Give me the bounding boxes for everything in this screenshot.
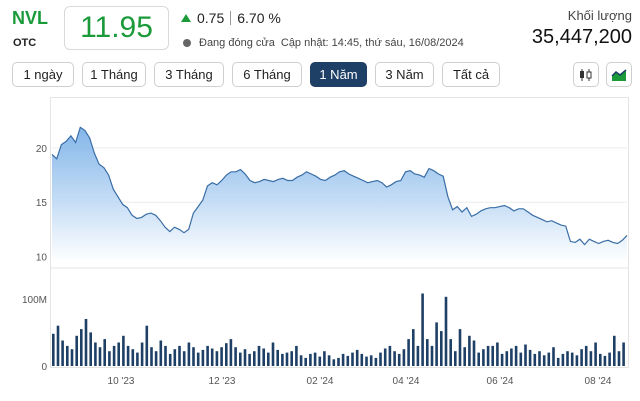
candlestick-icon — [580, 68, 592, 81]
change-value: 0.75 — [197, 10, 225, 26]
ticker-symbol: NVL — [12, 8, 48, 28]
volume-axis-label: 100M — [22, 295, 47, 306]
range-3-year-button[interactable]: 3 Năm — [375, 62, 434, 87]
range-all-button[interactable]: Tất cả — [442, 62, 500, 87]
updated-timestamp: Cập nhật: 14:45, thứ sáu, 16/08/2024 — [280, 37, 464, 49]
divider — [230, 11, 232, 25]
volume-label: Khối lượng — [567, 8, 632, 23]
price-change: 0.75 6.70 % — [181, 10, 281, 26]
range-1-month-button[interactable]: 1 Tháng — [82, 62, 146, 87]
price-axis-label: 15 — [36, 198, 48, 209]
market-status: Đang đóng cửa Cập nhật: 14:45, thứ sáu, … — [183, 37, 464, 49]
range-selector: 1 ngày 1 Tháng 3 Tháng 6 Tháng 1 Năm 3 N… — [12, 62, 500, 87]
range-3-month-button[interactable]: 3 Tháng — [154, 62, 224, 87]
range-6-month-button[interactable]: 6 Tháng — [232, 62, 302, 87]
range-1-day-button[interactable]: 1 ngày — [12, 62, 74, 87]
date-axis-label: 12 '23 — [209, 376, 236, 387]
date-axis-label: 08 '24 — [585, 376, 612, 387]
range-1-year-button[interactable]: 1 Năm — [310, 62, 367, 87]
status-dot-icon — [183, 39, 191, 47]
chart-frame — [50, 97, 629, 368]
triangle-up-icon — [181, 14, 191, 22]
price-axis-label: 10 — [36, 253, 48, 264]
volume-value: 35,447,200 — [531, 26, 632, 48]
price-axis-label: 20 — [36, 144, 48, 155]
change-percent: 6.70 % — [237, 10, 281, 26]
date-axis-label: 06 '24 — [487, 376, 514, 387]
area-chart-button[interactable] — [606, 62, 632, 87]
date-axis-label: 10 '23 — [108, 376, 135, 387]
status-text: Đang đóng cửa — [199, 37, 275, 49]
area-chart-icon — [611, 68, 627, 81]
volume-axis-label: 0 — [41, 362, 47, 373]
date-axis-label: 02 '24 — [307, 376, 334, 387]
exchange-label: OTC — [13, 37, 37, 49]
candlestick-chart-button[interactable] — [573, 62, 599, 87]
current-price: 11.95 — [64, 6, 169, 50]
date-axis-label: 04 '24 — [393, 376, 420, 387]
